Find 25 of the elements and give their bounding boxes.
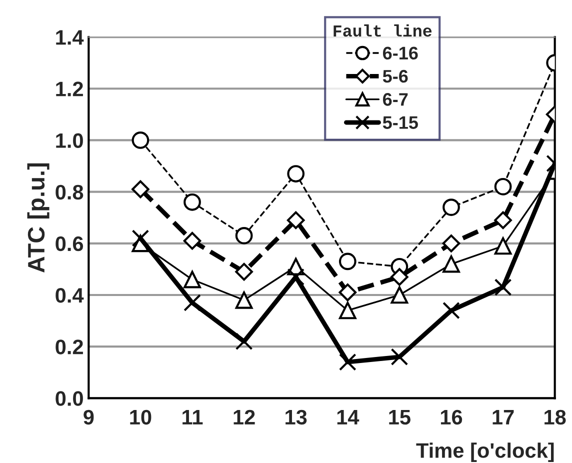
y-tick-label: 0.8 — [56, 184, 84, 200]
legend-title: Fault line — [334, 24, 432, 37]
y-tick-label: 1.2 — [56, 82, 83, 96]
legend-label: 5-15 — [382, 116, 418, 129]
x-tick-label: 10 — [130, 410, 152, 425]
x-tick-label: 12 — [234, 410, 255, 424]
y-axis-title: ATC [p.u.] — [27, 163, 50, 273]
legend-label: 5-6 — [382, 70, 408, 83]
legend-label: 6-7 — [383, 93, 408, 106]
x-tick-label: 17 — [492, 410, 514, 424]
y-tick-label: 1.4 — [56, 30, 84, 45]
x-tick-label: 11 — [182, 410, 203, 424]
x-tick-label: 9 — [84, 410, 94, 425]
y-tick-label: 0.0 — [56, 391, 83, 406]
y-tick-label: 1.0 — [56, 133, 83, 148]
x-tick-label: 14 — [337, 410, 360, 424]
x-tick-label: 16 — [440, 410, 462, 425]
y-tick-label: 0.2 — [56, 340, 83, 354]
x-tick-label: 18 — [544, 410, 566, 425]
x-tick-label: 13 — [286, 410, 307, 425]
x-tick-label: 15 — [389, 410, 410, 425]
x-axis-title: Time [o'clock] — [416, 442, 554, 462]
y-tick-label: 0.4 — [56, 288, 84, 303]
legend-label: 6-16 — [383, 46, 418, 60]
y-tick-label: 0.6 — [56, 236, 84, 252]
